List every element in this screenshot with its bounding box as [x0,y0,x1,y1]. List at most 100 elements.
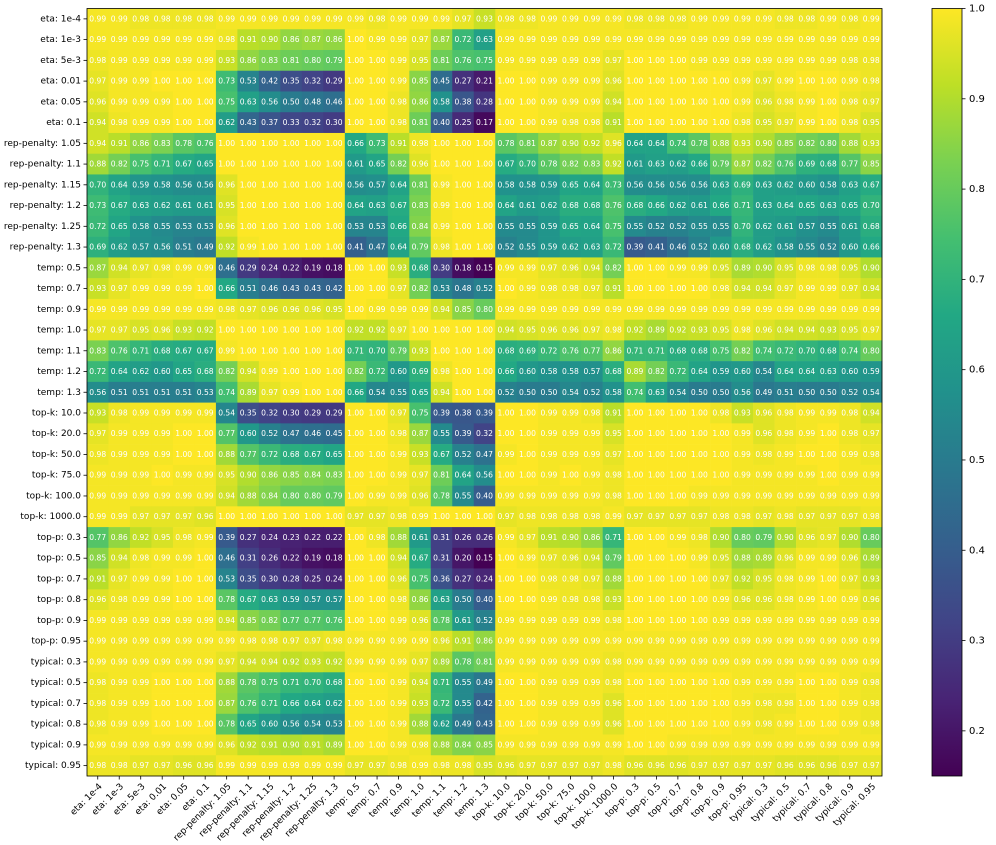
heatmap-cell [667,70,689,92]
y-tick-label: rep-penalty: 1.15 [4,180,81,190]
cell-value-label: 0.99 [562,450,579,459]
heatmap-cell [87,91,109,113]
heatmap-cell [194,610,217,632]
cell-value-label: 0.86 [583,533,600,542]
heatmap-cell [129,215,152,237]
cell-value-label: 0.97 [777,118,794,127]
cell-value-label: 1.00 [304,326,321,335]
heatmap-cell [237,361,260,383]
heatmap-cell [602,153,625,175]
cell-value-label: 0.99 [218,346,235,355]
cell-value-label: 0.86 [132,139,149,148]
cell-value-label: 0.96 [390,574,407,583]
heatmap-cell [194,693,217,715]
cell-value-label: 0.52 [498,388,515,397]
heatmap-cell [516,112,539,134]
cell-value-label: 0.99 [89,35,106,44]
heatmap-cell [710,547,732,569]
heatmap-cell [430,630,453,652]
heatmap-cell [452,361,475,383]
heatmap-cell [796,70,818,92]
y-tick-label: eta: 5e-3 [40,56,81,66]
cell-value-label: 0.24 [261,533,278,542]
cell-value-label: 0.78 [218,595,235,604]
heatmap-cell [387,485,410,507]
cell-value-label: 0.84 [412,222,429,231]
cell-value-label: 0.98 [132,14,149,23]
heatmap-cell [151,8,174,30]
cell-value-label: 0.95 [218,201,235,210]
cell-value-label: 0.96 [755,408,772,417]
heatmap-cell [710,236,732,258]
heatmap-cell [323,402,346,424]
heatmap-cell [409,734,432,756]
heatmap-cell [753,340,775,362]
cell-value-label: 0.98 [712,512,729,521]
heatmap-cell [473,8,496,30]
heatmap-cell [301,153,324,175]
heatmap-cell [473,215,496,237]
heatmap-cell [710,630,732,652]
cell-value-label: 0.56 [89,388,106,397]
cell-value-label: 0.62 [669,160,686,169]
cell-value-label: 0.85 [455,305,472,314]
heatmap-cell [667,651,689,673]
cell-value-label: 0.43 [283,284,300,293]
heatmap-cell [87,651,109,673]
cell-value-label: 0.68 [498,346,515,355]
cell-value-label: 0.99 [841,595,858,604]
cell-value-label: 0.79 [412,243,429,252]
heatmap-cell [495,195,518,217]
heatmap-cell [624,381,646,403]
cell-value-label: 0.88 [89,160,106,169]
heatmap-cell [280,672,303,694]
cell-value-label: 0.80 [304,56,321,65]
heatmap-cell [430,464,453,486]
cell-value-label: 0.99 [519,740,536,749]
heatmap-cell [817,589,840,611]
heatmap-cell [237,734,260,756]
heatmap-cell [753,672,775,694]
cell-value-label: 0.66 [691,160,708,169]
heatmap-cell [495,630,518,652]
cell-value-label: 0.86 [412,97,429,106]
heatmap-cell [366,381,389,403]
heatmap-cell [323,693,346,715]
colorbar-tick-label: 0.4 [969,545,985,556]
heatmap-cell [172,589,195,611]
heatmap-cell [452,651,475,673]
heatmap-cell [839,361,861,383]
heatmap-cell [430,755,453,777]
heatmap-cell [602,610,625,632]
heatmap-cell [710,8,732,30]
cell-value-label: 0.95 [132,326,149,335]
heatmap-cell [731,340,754,362]
heatmap-cell [237,755,260,777]
cell-value-label: 0.99 [841,678,858,687]
heatmap-cell [774,734,797,756]
cell-value-label: 0.99 [519,637,536,646]
cell-value-label: 0.99 [841,616,858,625]
heatmap-cell [817,298,840,320]
cell-value-label: 0.98 [820,263,837,272]
cell-value-label: 0.99 [648,657,665,666]
cell-value-label: 0.97 [841,512,858,521]
heatmap-cell [452,298,475,320]
cell-value-label: 0.97 [519,761,536,770]
cell-value-label: 0.56 [347,180,364,189]
heatmap-cell [473,755,496,777]
heatmap-cell [344,693,367,715]
heatmap-cell [129,444,152,466]
heatmap-cell [753,257,775,279]
cell-value-label: 0.67 [433,450,450,459]
cell-value-label: 0.99 [626,35,643,44]
cell-value-label: 0.94 [498,326,515,335]
heatmap-cell [495,49,518,72]
heatmap-cell [280,215,303,237]
cell-value-label: 0.98 [111,408,128,417]
cell-value-label: 0.97 [562,761,579,770]
heatmap-cell [108,278,131,300]
cell-value-label: 1.00 [304,160,321,169]
heatmap-cell [538,49,561,72]
cell-value-label: 0.99 [712,595,729,604]
